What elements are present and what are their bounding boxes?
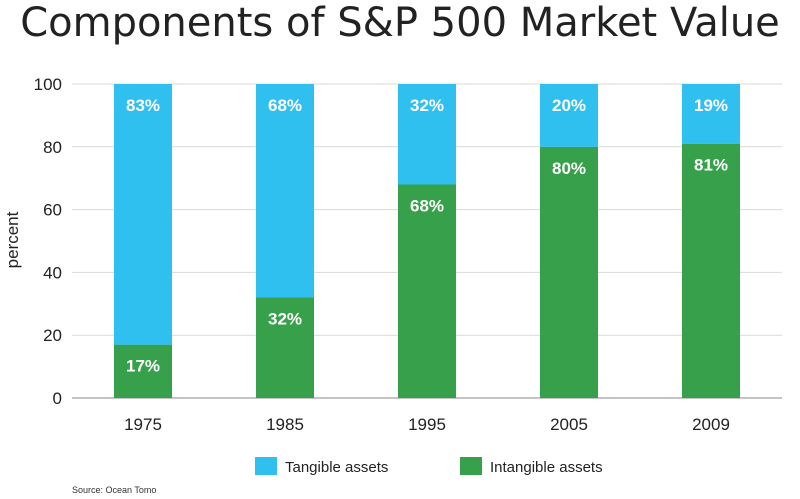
y-tick-label: 0 xyxy=(53,389,62,408)
legend: Tangible assets Intangible assets xyxy=(255,457,603,476)
x-tick-label: 1995 xyxy=(408,415,446,434)
data-label: 17% xyxy=(126,357,160,376)
data-label: 68% xyxy=(410,196,444,215)
data-label: 68% xyxy=(268,96,302,115)
bar-segment xyxy=(540,84,598,147)
data-label: 19% xyxy=(694,96,728,115)
bar-segment xyxy=(114,84,172,345)
y-tick-label: 100 xyxy=(34,75,62,94)
x-tick-label: 2005 xyxy=(550,415,588,434)
y-axis-label: percent xyxy=(3,211,22,268)
legend-label: Intangible assets xyxy=(490,459,603,476)
data-label: 20% xyxy=(552,96,586,115)
bar-segment xyxy=(256,84,314,298)
bar-segment xyxy=(682,84,740,144)
bar-segment xyxy=(398,184,456,398)
x-tick-label: 2009 xyxy=(692,415,730,434)
chart-title: Components of S&P 500 Market Value xyxy=(20,0,780,46)
bar-segment xyxy=(398,84,456,185)
source-note: Source: Ocean Tomo xyxy=(72,485,156,495)
x-axis-ticks: 1975 1985 1995 2005 2009 xyxy=(124,415,730,434)
x-tick-label: 1975 xyxy=(124,415,162,434)
legend-swatch xyxy=(255,457,277,475)
data-label: 32% xyxy=(268,310,302,329)
y-axis-ticks: 0 20 40 60 80 100 xyxy=(34,75,62,408)
bar-segment xyxy=(682,143,740,398)
data-label: 83% xyxy=(126,96,160,115)
bar-segment xyxy=(114,344,172,398)
y-tick-label: 40 xyxy=(43,263,62,282)
y-tick-label: 20 xyxy=(43,326,62,345)
legend-label: Tangible assets xyxy=(285,459,388,476)
legend-swatch xyxy=(460,457,482,475)
x-tick-label: 1985 xyxy=(266,415,304,434)
data-label: 80% xyxy=(552,159,586,178)
bar-segment xyxy=(256,297,314,398)
data-label: 81% xyxy=(694,156,728,175)
y-tick-label: 60 xyxy=(43,201,62,220)
data-label: 32% xyxy=(410,96,444,115)
bars: 17% 83% 32% 68% 68% 32% 80% 20% 81% 19% xyxy=(114,84,740,398)
bar-segment xyxy=(540,146,598,398)
y-tick-label: 80 xyxy=(43,138,62,157)
